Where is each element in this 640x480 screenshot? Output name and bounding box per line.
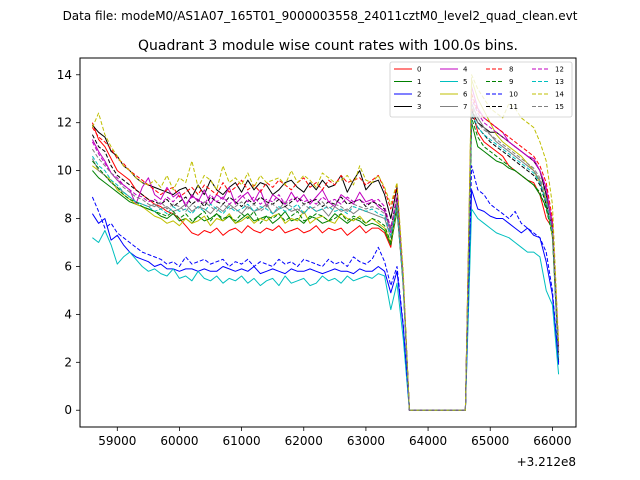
- x-tick-label: 60000: [160, 434, 198, 448]
- y-tick-label: 12: [57, 116, 72, 130]
- legend-label-2: 2: [417, 91, 421, 99]
- legend-label-11: 11: [509, 103, 518, 111]
- legend-label-8: 8: [509, 66, 513, 74]
- x-tick-label: 61000: [223, 434, 261, 448]
- series-line-4: [91, 86, 560, 411]
- series-line-15: [91, 105, 560, 411]
- x-tick-label: 64000: [409, 434, 447, 448]
- series-line-8: [91, 93, 560, 411]
- x-axis-offset-label: +3.212e8: [517, 455, 576, 469]
- chart-suptitle: Data file: modeM0/AS1A07_165T01_90000035…: [63, 9, 578, 23]
- legend-label-0: 0: [417, 66, 421, 74]
- legend-label-12: 12: [555, 66, 564, 74]
- series-line-3: [92, 110, 560, 411]
- legend-label-5: 5: [463, 78, 467, 86]
- series-line-0: [91, 107, 560, 411]
- legend-label-1: 1: [417, 78, 421, 86]
- x-tick-label: 66000: [533, 434, 571, 448]
- x-tick-label: 63000: [347, 434, 385, 448]
- legend-frame: [389, 61, 573, 118]
- legend-label-13: 13: [555, 78, 564, 86]
- series-line-14: [91, 74, 560, 411]
- legend-label-6: 6: [463, 91, 468, 99]
- series-line-6: [92, 79, 560, 411]
- legend-label-4: 4: [463, 66, 468, 74]
- y-tick-label: 6: [64, 259, 72, 273]
- series-line-13: [91, 112, 560, 411]
- y-tick-label: 10: [57, 164, 72, 178]
- y-tick-label: 14: [57, 68, 72, 82]
- legend-label-15: 15: [555, 103, 564, 111]
- series-layer: [91, 74, 560, 411]
- x-axis: 59000 60000 61000 62000 63000 64000 65000 66000: [98, 427, 571, 448]
- series-line-1: [92, 122, 560, 411]
- series-line-2: [91, 189, 560, 411]
- y-tick-label: 0: [64, 403, 72, 417]
- legend-label-14: 14: [555, 91, 564, 99]
- y-tick-label: 2: [64, 355, 72, 369]
- legend-label-9: 9: [509, 78, 513, 86]
- x-tick-label: 62000: [285, 434, 323, 448]
- y-tick-label: 8: [64, 212, 72, 226]
- x-tick-label: 59000: [98, 434, 136, 448]
- x-tick-label: 65000: [471, 434, 509, 448]
- chart-title: Quadrant 3 module wise count rates with …: [138, 38, 518, 54]
- series-line-11: [91, 115, 560, 411]
- series-line-10: [91, 165, 560, 411]
- series-line-12: [91, 98, 560, 411]
- series-line-7: [91, 103, 560, 411]
- plot-area-frame: [79, 57, 577, 428]
- legend-label-3: 3: [417, 103, 421, 111]
- series-line-9: [92, 117, 560, 411]
- legend-label-7: 7: [463, 103, 467, 111]
- y-tick-label: 4: [64, 307, 72, 321]
- y-axis: 0 2 4 6 8 10 12 14: [57, 68, 80, 417]
- series-line-5: [92, 208, 560, 411]
- legend-label-10: 10: [509, 91, 518, 99]
